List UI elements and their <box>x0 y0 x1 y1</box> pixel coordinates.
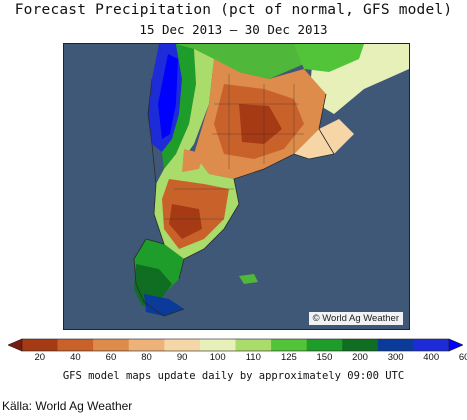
color-scale-arrow-high <box>448 338 463 352</box>
falkland-islands <box>239 274 258 284</box>
chile-north-core <box>158 54 178 139</box>
color-scale-tick-label: 60 <box>105 352 117 363</box>
color-scale-tick-label: 90 <box>176 352 188 363</box>
patagonia-deep <box>169 204 202 239</box>
east-coast <box>294 119 354 159</box>
color-scale-frame <box>21 338 450 352</box>
color-scale-tick-label: 125 <box>280 352 297 363</box>
color-scale-tick-label: 200 <box>352 352 368 363</box>
color-scale-tick-label: 300 <box>387 352 404 363</box>
color-scale-segment <box>22 339 58 351</box>
color-scale-tick-label: 110 <box>245 352 261 363</box>
color-scale-tick-label: 20 <box>34 352 46 363</box>
color-scale-tick-label: 400 <box>423 352 440 363</box>
tierra-del-fuego <box>144 294 184 316</box>
color-scale-segment <box>235 339 272 351</box>
color-scale-tick-label: 40 <box>70 352 81 363</box>
color-scale-arrow-low <box>8 338 23 352</box>
andes-light-band <box>164 49 214 169</box>
color-scale-segment <box>271 339 307 351</box>
south-dark-green <box>134 264 172 306</box>
update-note: GFS model maps update daily by approxima… <box>62 370 405 382</box>
land-brazil-green <box>294 44 364 72</box>
color-scale-segment <box>306 339 343 351</box>
map-credit: © World Ag Weather <box>308 312 403 325</box>
color-scale-segment <box>377 339 414 351</box>
map-canvas <box>64 44 409 329</box>
patagonia-neck <box>182 149 204 172</box>
east-coastline <box>178 93 335 280</box>
source-caption: Källa: World Ag Weather <box>2 399 133 413</box>
color-scale-tick-label: 100 <box>209 352 226 363</box>
color-scale-segment <box>57 339 94 351</box>
precipitation-map: © World Ag Weather <box>63 43 410 330</box>
map-date-range: 15 Dec 2013 – 30 Dec 2013 <box>139 22 328 37</box>
color-scale-tick-label: 80 <box>141 352 152 363</box>
map-title: Forecast Precipitation (pct of normal, G… <box>14 2 453 18</box>
west-coastline <box>133 78 185 317</box>
color-scale-segment <box>128 339 165 351</box>
color-scale-tick-label: 150 <box>316 352 333 363</box>
color-scale-segment <box>93 339 130 351</box>
color-scale-tick-label: 600 <box>458 352 467 363</box>
color-scale-segment <box>342 339 379 351</box>
color-scale-segment <box>413 339 450 351</box>
color-scale-segment <box>164 339 201 351</box>
color-scale-bar <box>8 338 463 352</box>
andes-green-band <box>162 44 196 169</box>
color-scale-segment <box>199 339 236 351</box>
province-borders <box>164 74 304 220</box>
